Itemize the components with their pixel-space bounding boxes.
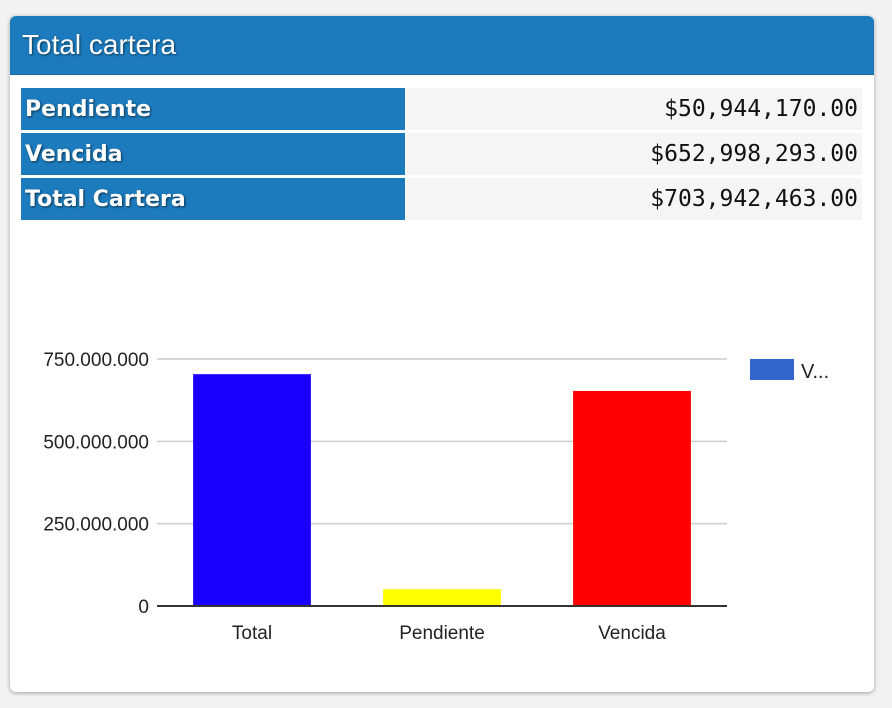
legend-swatch: [750, 359, 794, 380]
legend-label: V...: [801, 361, 829, 383]
x-tick-label: Total: [232, 623, 272, 644]
row-value-total-cartera: $703,942,463.00: [406, 176, 862, 223]
y-tick-label: 750.000.000: [43, 350, 149, 371]
table-row: Vencida $652,998,293.00: [21, 131, 862, 178]
bar-vencida: [573, 390, 691, 606]
y-tick-label: 500.000.000: [43, 432, 149, 453]
summary-table: Pendiente $50,944,170.00 Vencida $652,99…: [21, 88, 862, 223]
y-tick-label: 250.000.000: [43, 515, 149, 536]
y-tick-label: 0: [138, 597, 149, 618]
row-value-pendiente: $50,944,170.00: [406, 88, 862, 133]
bar-pendiente: [383, 589, 501, 606]
row-label-vencida: Vencida: [21, 131, 407, 178]
panel-title: Total cartera: [22, 29, 177, 60]
table-row: Pendiente $50,944,170.00: [21, 88, 862, 133]
table-row: Total Cartera $703,942,463.00: [21, 176, 862, 223]
bar-total: [193, 374, 311, 606]
row-label-pendiente: Pendiente: [21, 88, 407, 133]
panel-header: Total cartera: [10, 16, 874, 75]
total-cartera-panel: Total cartera Pendiente $50,944,170.00 V…: [10, 16, 874, 692]
row-value-vencida: $652,998,293.00: [406, 131, 862, 178]
x-tick-label: Vencida: [598, 623, 666, 644]
row-label-total-cartera: Total Cartera: [21, 176, 407, 223]
x-tick-label: Pendiente: [399, 623, 485, 644]
bar-chart: 0 250.000.000 500.000.000 750.000.000 Total P…: [43, 350, 829, 644]
